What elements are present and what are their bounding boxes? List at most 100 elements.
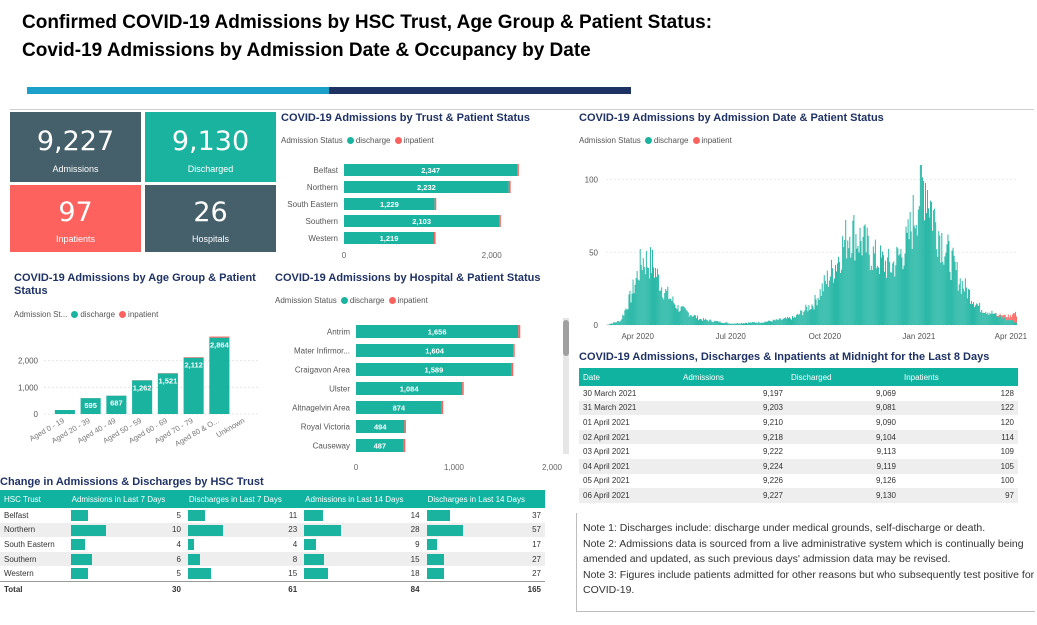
legend-inpatient-label[interactable]: inpatient <box>701 136 732 145</box>
legend-discharge-label[interactable]: discharge <box>355 136 391 145</box>
col-inpatients[interactable]: Inpatients <box>900 368 1018 386</box>
col-date[interactable]: Date <box>579 368 679 386</box>
page-subtitle: Covid-19 Admissions by Admission Date & … <box>22 40 591 61</box>
value-text: 11 <box>288 510 298 520</box>
date-bar-discharge <box>796 314 798 325</box>
legend-discharge-label[interactable]: discharge <box>80 310 116 319</box>
date-bar-discharge <box>705 318 707 325</box>
table-row[interactable]: 30 March 2021 9,197 9,069 128 <box>579 386 1018 401</box>
trust-change-table: HSC Trust Admissions in Last 7 Days Disc… <box>0 490 545 597</box>
col-discharges-7d[interactable]: Discharges in Last 7 Days <box>184 490 302 508</box>
hospital-category-label: Royal Victoria <box>301 423 351 432</box>
legend-discharge-label[interactable]: discharge <box>653 136 689 145</box>
trust-name-cell: Southern <box>0 551 68 567</box>
date-bar-discharge <box>785 318 787 325</box>
table-row[interactable]: 31 March 2021 9,203 9,081 122 <box>579 400 1018 416</box>
date-bar-discharge <box>748 322 750 325</box>
date-bar-discharge <box>720 322 722 325</box>
age-bar-discharge <box>183 357 204 414</box>
col-hsc-trust[interactable]: HSC Trust <box>0 490 68 508</box>
age-chart-legend: Admission St... discharge inpatient <box>14 310 158 319</box>
date-bar-discharge <box>671 300 673 325</box>
date-bar-discharge <box>801 310 803 325</box>
date-bar-discharge <box>658 274 660 325</box>
date-bar-discharge <box>850 257 852 325</box>
col-discharges-14d[interactable]: Discharges in Last 14 Days <box>423 490 545 508</box>
date-bar-discharge <box>807 311 809 325</box>
table-row[interactable]: South Eastern 4 4 9 17 <box>0 537 545 552</box>
value-cell: 5 <box>68 508 185 523</box>
table-row[interactable]: Belfast 5 11 14 37 <box>0 508 545 523</box>
table-row[interactable]: 02 April 2021 9,218 9,104 114 <box>579 429 1018 445</box>
date-bar-discharge <box>772 319 774 325</box>
date-bar-discharge <box>987 312 989 325</box>
value-text: 27 <box>532 569 541 579</box>
legend-discharge-dot <box>71 311 79 318</box>
date-bar-discharge <box>815 299 817 325</box>
date-bar-discharge <box>809 309 811 325</box>
note-2: Note 2: Admissions data is sourced from … <box>583 537 1024 566</box>
legend-discharge-label[interactable]: discharge <box>349 296 385 305</box>
date-bar-discharge <box>974 307 975 325</box>
date-bar-discharge <box>957 290 959 325</box>
date-bar-discharge <box>699 319 700 325</box>
date-bar-discharge <box>718 322 720 325</box>
hospital-data-label: 874 <box>393 404 406 413</box>
date-bar-discharge <box>789 317 790 325</box>
date-bar-discharge <box>731 323 733 325</box>
trust-data-label: 1,219 <box>380 234 399 243</box>
table-row[interactable]: Western 5 15 18 27 <box>0 566 545 581</box>
value-text: 5 <box>176 569 181 579</box>
date-cell: 31 March 2021 <box>579 400 679 416</box>
date-bar-discharge <box>655 268 656 325</box>
legend-inpatient-label[interactable]: inpatient <box>403 136 434 145</box>
date-bar-discharge <box>645 250 647 325</box>
col-admissions[interactable]: Admissions <box>679 368 787 386</box>
table-row[interactable]: 06 April 2021 9,227 9,130 97 <box>579 488 1018 503</box>
date-bar-discharge <box>819 289 821 325</box>
date-bar-discharge <box>722 323 724 325</box>
date-bar-discharge <box>744 323 745 325</box>
col-admissions-7d[interactable]: Admissions in Last 7 Days <box>67 490 185 508</box>
hospital-bar-inpatient <box>404 420 406 433</box>
legend-inpatient-label[interactable]: inpatient <box>128 310 159 319</box>
date-bar-discharge <box>694 315 696 325</box>
data-bar <box>70 524 106 536</box>
col-discharged[interactable]: Discharged <box>787 368 900 386</box>
legend-inpatient-label[interactable]: inpatient <box>397 296 428 305</box>
date-bar-discharge <box>634 284 636 325</box>
date-cell: 02 April 2021 <box>579 429 679 445</box>
date-bar-discharge <box>993 313 995 325</box>
date-bar-discharge <box>923 220 925 325</box>
date-bar-discharge <box>997 317 999 325</box>
date-bar-discharge <box>825 284 827 325</box>
scrollbar-thumb[interactable] <box>563 320 569 356</box>
date-bar-discharge <box>750 322 752 325</box>
value-cell: 18 <box>301 566 423 581</box>
date-bar-discharge <box>982 312 984 325</box>
date-bar-discharge <box>932 230 934 325</box>
table-row[interactable]: 01 April 2021 9,210 9,090 120 <box>579 415 1018 430</box>
date-bar-discharge <box>872 246 874 325</box>
date-bar-inpatient <box>999 313 1001 315</box>
kpi-inpatients-label: Inpatients <box>55 234 96 244</box>
table-row[interactable]: Northern 10 23 28 57 <box>0 522 545 538</box>
value-text: 8 <box>292 554 298 564</box>
table-row[interactable]: 03 April 2021 9,222 9,113 109 <box>579 444 1018 459</box>
value-cell: 27 <box>424 566 545 581</box>
table-row[interactable]: 05 April 2021 9,226 9,126 100 <box>579 474 1018 489</box>
date-bar-discharge <box>887 257 889 325</box>
hospital-chart-scrollbar[interactable] <box>563 318 569 454</box>
date-bar-discharge <box>959 278 961 325</box>
date-y-tick: 100 <box>585 176 599 185</box>
table-row[interactable]: Southern 6 8 15 27 <box>0 551 545 567</box>
date-bar-discharge <box>881 257 882 325</box>
data-bar <box>187 510 205 521</box>
date-bar-discharge <box>612 323 614 325</box>
hospital-data-label: 494 <box>374 423 387 432</box>
date-chart-title: COVID-19 Admissions by Admission Date & … <box>579 112 884 124</box>
table-row[interactable]: 04 April 2021 9,224 9,119 105 <box>579 458 1018 474</box>
col-admissions-14d[interactable]: Admissions in Last 14 Days <box>301 490 424 508</box>
date-bar-discharge <box>648 278 650 325</box>
value-cell: 109 <box>1000 447 1014 457</box>
